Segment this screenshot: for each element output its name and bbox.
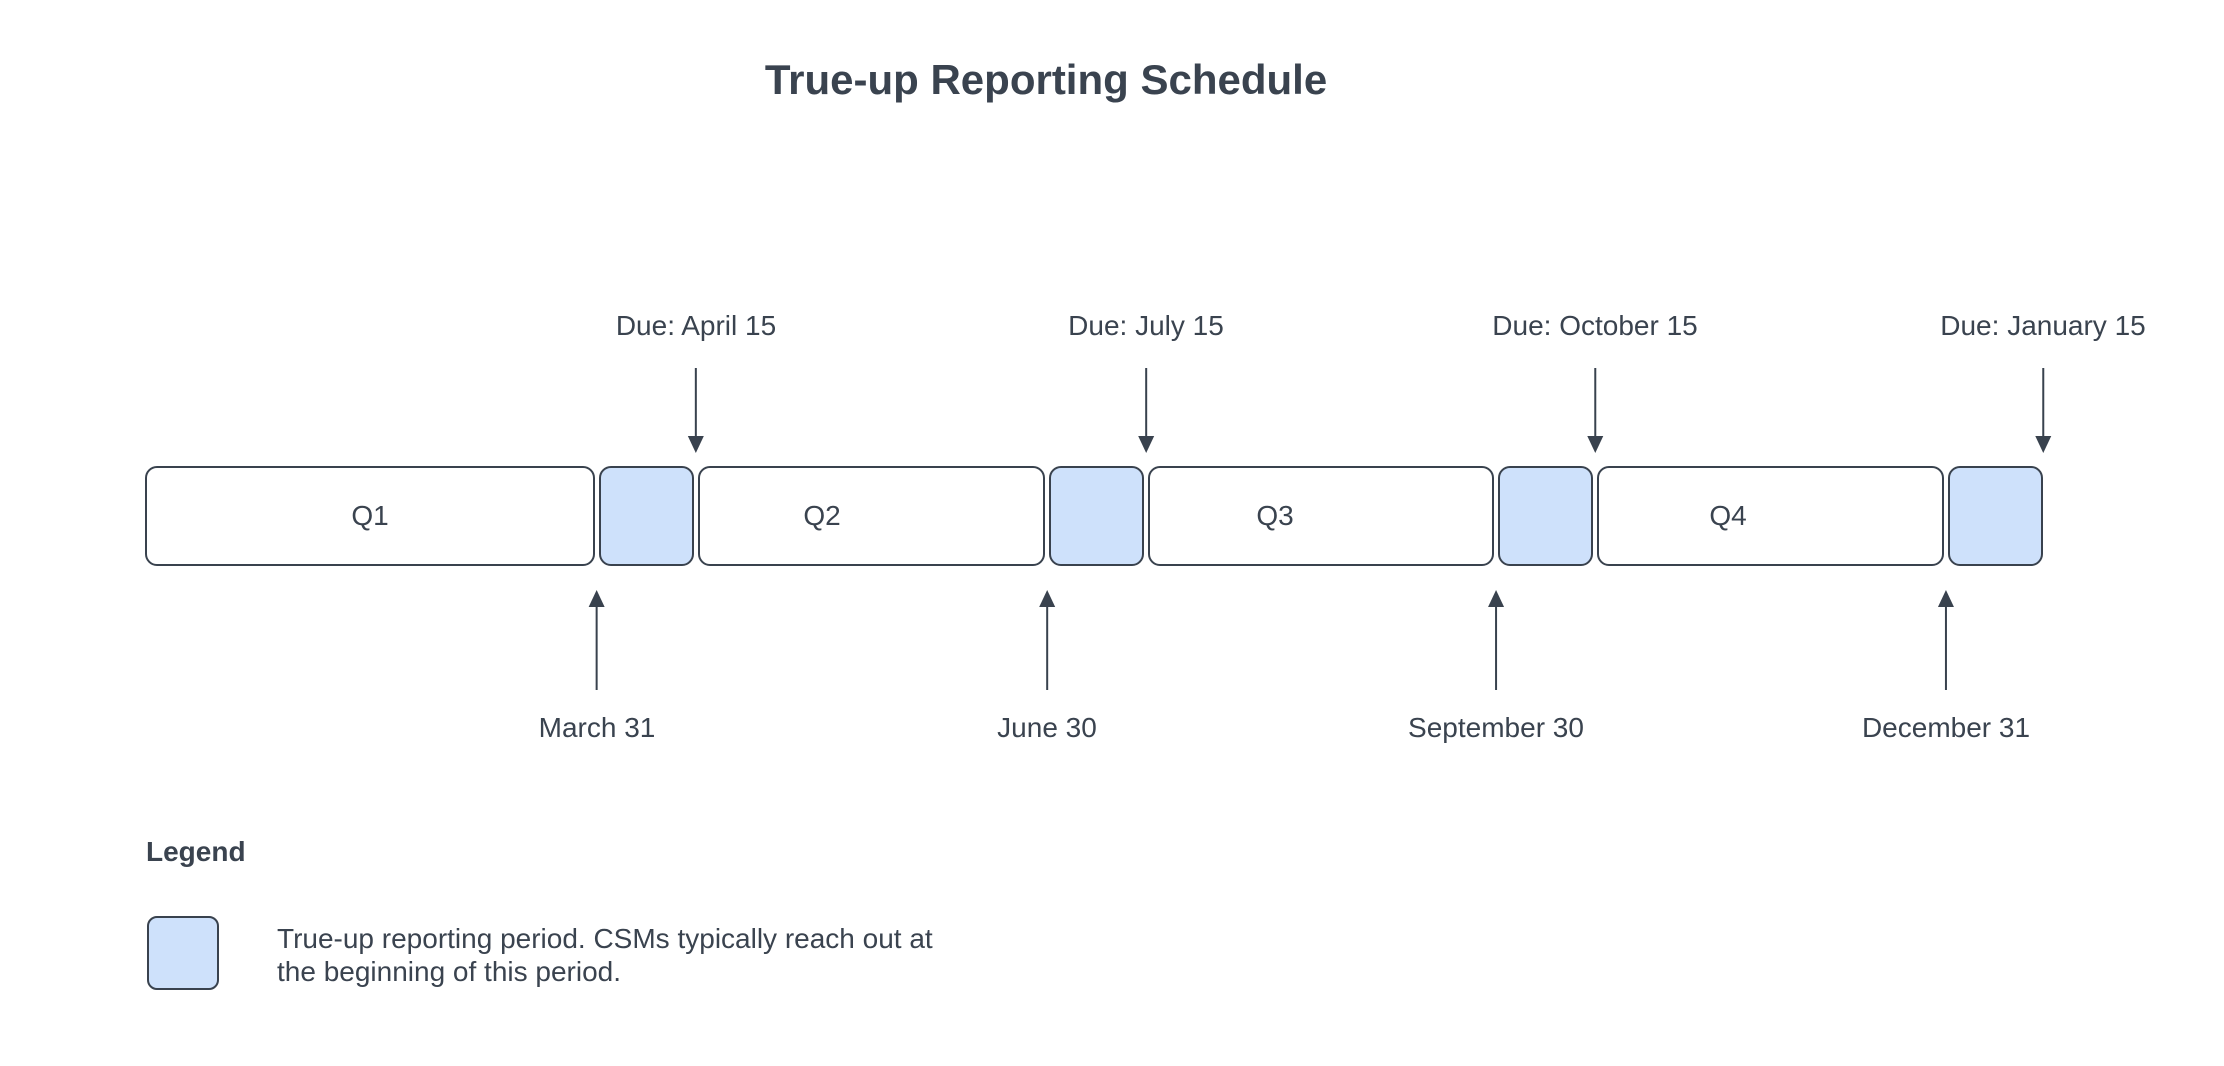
arrow-up-icon: [1038, 590, 1055, 607]
due-arrow-line: [694, 368, 697, 436]
trueup-period-box-4: [1948, 466, 2043, 566]
quarter-end-date-label: June 30: [997, 712, 1097, 743]
legend-title: Legend: [146, 836, 246, 867]
quarter-box-q1: Q1: [145, 466, 595, 566]
quarter-label: Q3: [1256, 500, 1294, 531]
due-date-label: Due: January 15: [1940, 310, 2146, 341]
due-arrow-line: [2042, 368, 2044, 436]
quarter-end-callout-q2: June 30: [997, 590, 1097, 745]
page-title: True-up Reporting Schedule: [764, 56, 1328, 103]
quarter-end-callout-q4: December 31: [1862, 590, 2030, 745]
quarter-end-arrow-line: [1494, 607, 1497, 690]
arrow-up-icon: [1487, 590, 1504, 607]
quarter-end-date-label: September 30: [1408, 712, 1584, 743]
due-date-label: Due: April 15: [615, 310, 777, 341]
due-arrow-line: [1593, 368, 1596, 436]
arrow-up-icon: [589, 590, 605, 607]
quarter-end-date-label: March 31: [538, 712, 656, 743]
arrow-down-icon: [1137, 436, 1154, 453]
arrow-up-icon: [1938, 590, 1954, 607]
quarter-label: Q1: [351, 500, 389, 531]
legend-swatch-trueup-period: [147, 916, 219, 990]
trueup-period-box-2: [1049, 466, 1144, 566]
arrow-down-icon: [2035, 436, 2051, 453]
quarter-label: Q2: [803, 500, 841, 531]
quarter-end-callout-q1: March 31: [538, 590, 656, 745]
due-date-callout-q1: Due: April 15: [616, 309, 776, 453]
quarter-end-arrow-line: [596, 607, 598, 690]
quarter-label: Q4: [1709, 500, 1747, 531]
quarter-box-q3: Q3: [1148, 466, 1494, 566]
due-date-callout-q3: Due: October 15: [1492, 309, 1698, 453]
timeline-bar: Q1 Q2 Q3 Q4: [145, 466, 2043, 566]
quarter-box-q4: Q4: [1597, 466, 1944, 566]
due-date-callout-q4: Due: January 15: [1940, 309, 2146, 453]
trueup-period-box-3: [1498, 466, 1593, 566]
quarter-end-callout-q3: September 30: [1408, 590, 1584, 745]
legend-description: True-up reporting period. CSMs typically…: [277, 922, 933, 988]
legend-description-line1: True-up reporting period. CSMs typically…: [277, 923, 933, 954]
trueup-period-box-1: [599, 466, 694, 566]
due-date-label: Due: October 15: [1492, 310, 1698, 341]
quarter-box-q2: Q2: [698, 466, 1045, 566]
legend-description-line2: the beginning of this period.: [277, 956, 622, 987]
quarter-end-arrow-line: [1045, 607, 1048, 690]
quarter-end-date-label: December 31: [1861, 712, 2031, 743]
quarter-end-arrow-line: [1945, 607, 1947, 690]
due-date-label: Due: July 15: [1068, 310, 1224, 341]
arrow-down-icon: [687, 436, 704, 453]
due-arrow-line: [1144, 368, 1147, 436]
arrow-down-icon: [1586, 436, 1603, 453]
due-date-callout-q2: Due: July 15: [1068, 309, 1224, 453]
